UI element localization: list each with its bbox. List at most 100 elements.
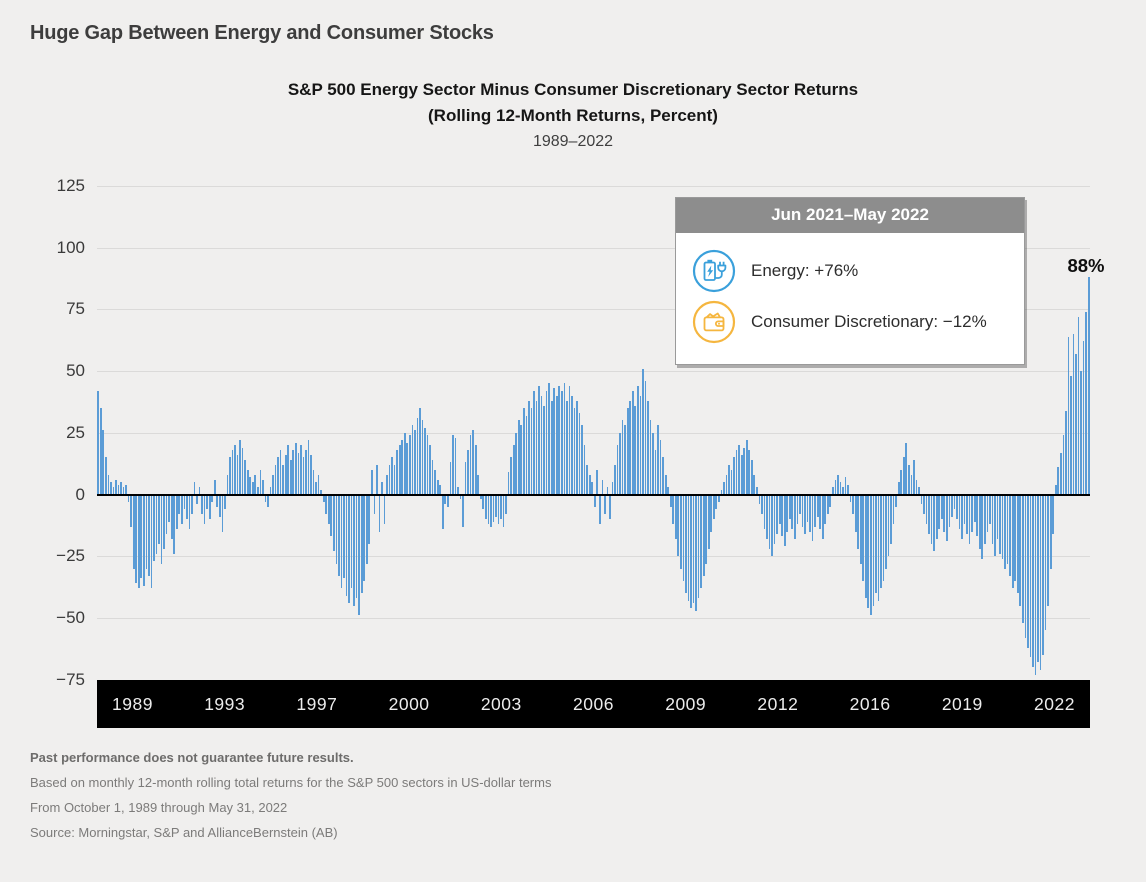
x-axis-year-label: 2003 (480, 693, 522, 714)
bar (454, 437, 457, 495)
bar (953, 494, 956, 510)
bar (446, 494, 449, 507)
bar (657, 425, 659, 495)
bar (614, 464, 616, 495)
bar (398, 445, 401, 495)
bar (449, 462, 452, 495)
bar (540, 395, 543, 495)
bar (137, 494, 140, 589)
bar (636, 385, 639, 495)
bar (325, 494, 328, 515)
bar (609, 494, 611, 520)
bar (978, 494, 981, 549)
bar (229, 457, 231, 495)
bar (365, 494, 368, 564)
bar (642, 368, 644, 495)
bar (591, 482, 594, 495)
bar (996, 494, 999, 539)
bar (796, 494, 799, 525)
bar (664, 474, 667, 495)
callout-header: Jun 2021–May 2022 (676, 198, 1024, 233)
bar (882, 494, 885, 581)
y-axis-tick-label: 50 (66, 361, 85, 381)
bar (1042, 494, 1044, 655)
bar (330, 494, 333, 537)
bar (289, 459, 292, 495)
bar (778, 494, 781, 525)
bar (1072, 334, 1075, 495)
bar (193, 482, 196, 495)
bar (160, 494, 163, 564)
y-axis-tick-label: 125 (56, 176, 85, 195)
bar (444, 494, 447, 505)
bar (244, 459, 246, 495)
bar (555, 395, 558, 495)
bar (986, 494, 989, 532)
bar (624, 425, 626, 495)
bar (571, 395, 573, 495)
bar (621, 420, 624, 495)
bar (452, 435, 454, 495)
bar (951, 494, 953, 517)
gridline (97, 371, 1090, 373)
bar (388, 464, 391, 495)
bar (490, 494, 492, 527)
bar (246, 469, 249, 495)
bar (819, 494, 822, 530)
bar (606, 487, 609, 495)
bar (933, 494, 936, 552)
chart-title-line2: (Rolling 12-Month Returns, Percent) (428, 106, 718, 125)
bar (690, 494, 692, 609)
bar (958, 494, 961, 530)
bar (277, 457, 279, 495)
bar (396, 450, 398, 495)
bar (1049, 494, 1052, 569)
bar (350, 494, 353, 589)
bar (1087, 277, 1090, 495)
bar (403, 432, 406, 495)
bar (897, 482, 900, 495)
bar (1001, 494, 1004, 559)
x-axis-year-label: 1993 (204, 693, 246, 714)
bar (173, 494, 176, 554)
bar (971, 494, 974, 532)
bar (284, 455, 287, 495)
bar (170, 494, 173, 539)
bar (1044, 494, 1047, 631)
bar (218, 494, 221, 517)
bar (644, 380, 647, 495)
bar (419, 408, 421, 495)
bar (383, 494, 386, 525)
page-title: Huge Gap Between Energy and Consumer Sto… (30, 22, 494, 44)
bar (249, 477, 252, 495)
bar (1082, 341, 1085, 495)
bar (890, 494, 892, 544)
bar (462, 494, 464, 527)
wallet-icon (692, 300, 736, 344)
bar (102, 430, 105, 495)
bar (1057, 467, 1060, 495)
bar (568, 385, 571, 495)
bar (345, 494, 348, 596)
bar (99, 408, 102, 495)
peak-annotation: 88% (1067, 255, 1105, 276)
bar (989, 494, 991, 525)
bar (634, 405, 637, 495)
bar (639, 395, 642, 495)
bar (918, 487, 920, 495)
bar (1037, 494, 1039, 663)
bar (495, 494, 497, 517)
bar (236, 455, 239, 495)
callout-row-consumer: Consumer Discretionary: −12% (692, 300, 1008, 344)
bar (528, 400, 530, 495)
bar (652, 432, 654, 495)
bar (216, 494, 219, 507)
bar (477, 474, 480, 495)
bar (1047, 494, 1050, 606)
bar (847, 484, 849, 495)
bar (130, 494, 133, 527)
bar (429, 445, 431, 495)
bar (857, 494, 860, 549)
bar (925, 494, 928, 525)
bar (573, 408, 576, 495)
